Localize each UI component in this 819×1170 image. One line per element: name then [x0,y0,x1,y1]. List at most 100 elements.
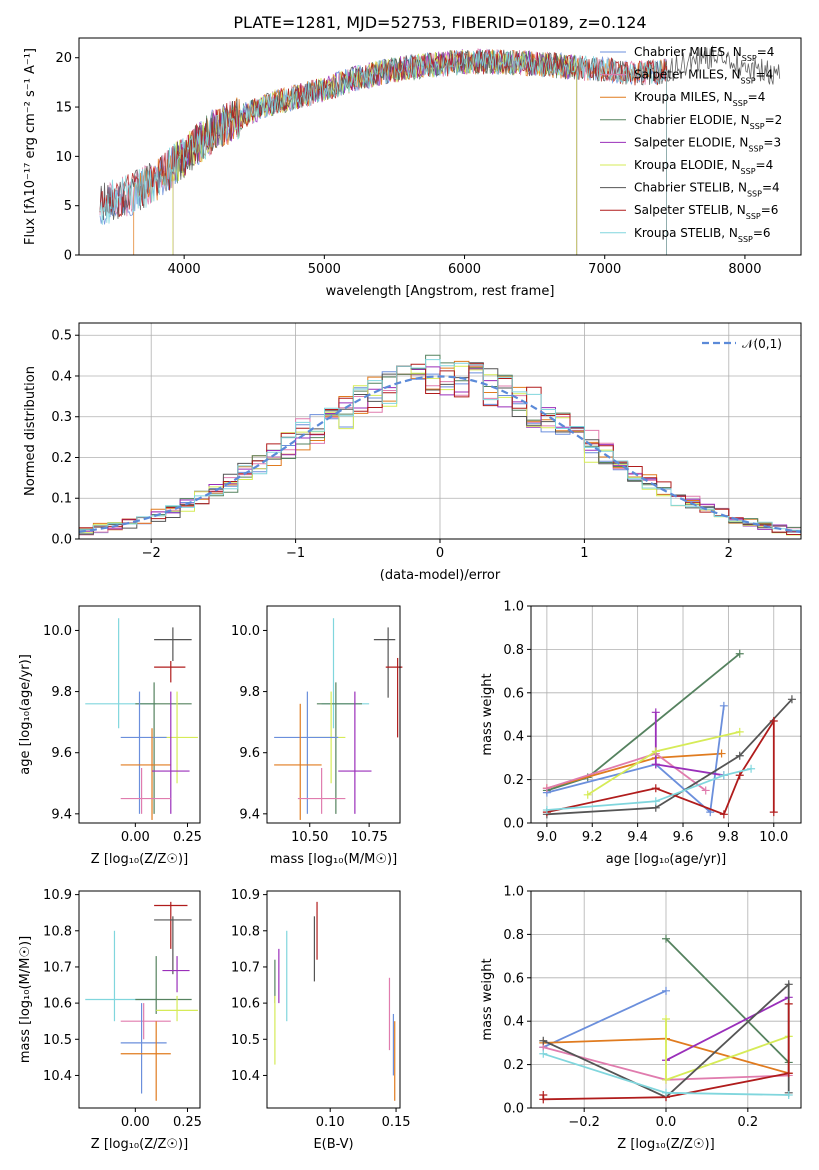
weight-point-marker [735,771,744,780]
weight-point-marker [784,1090,793,1099]
legend-label: Kroupa STELIB, NSSP=6 [634,226,771,244]
x-tick-label: −2 [142,546,161,561]
weight-point-marker [539,1036,548,1045]
x-tick-label: 9.4 [627,830,648,845]
weight-point-marker [662,934,670,943]
age-vs-mass-panel: 10.50 10.75 9.4 9.6 9.8 10.0 mass [log₁₀(M/M☉)… [231,605,403,867]
y-tick-label: 9.6 [51,746,72,761]
y-tick-label: 9.6 [239,746,260,761]
x-tick-label: −0.2 [568,1115,600,1130]
y-tick-label: 0.3 [51,410,72,425]
y-tick-label: 10.6 [231,997,260,1012]
plot-frame [78,37,802,256]
spectrum-title: PLATE=1281, MJD=52753, FIBERID=0189, z=0… [233,13,646,32]
y-tick-label: 0.0 [503,1102,524,1117]
plot-frame [78,605,201,824]
histogram-step [79,363,801,535]
weight-point-marker [662,986,670,995]
plot-frame [78,890,201,1109]
y-tick-label: 10.4 [231,1069,260,1084]
x-tick-label: 0.00 [121,830,150,845]
y-tick-label: 10.0 [231,624,260,639]
legend-label: 𝒩(0,1) [742,337,782,351]
weight-point-marker [583,790,592,799]
x-tick-label: 0.0 [656,1115,677,1130]
x-tick-label: 10.75 [351,830,388,845]
weight-series-line [665,996,790,1062]
weight-point-marker [662,1088,670,1097]
plot-frame [530,605,802,824]
y-tick-label: 0.8 [503,643,524,658]
histogram-step [79,359,801,531]
x-axis-label: wavelength [Angstrom, rest frame] [326,284,555,299]
weight-point-marker [769,808,778,817]
weight-point-marker [769,717,778,726]
x-tick-label: 9.0 [537,830,558,845]
y-tick-label: 0 [64,249,72,264]
weight-point-marker [787,695,796,704]
y-tick-label: 10.8 [43,924,72,939]
y-tick-label: 0.4 [51,369,72,384]
weight-point-marker [735,751,744,760]
y-axis-label: Flux [fλ10⁻¹⁷ erg cm⁻² s⁻¹ A⁻¹] [23,48,38,245]
y-tick-label: 0.2 [51,451,72,466]
y-tick-label: 0.2 [503,1058,524,1073]
y-axis-label: mass weight [480,958,495,1040]
weight-point-marker [719,701,728,710]
weight-series-line [546,698,793,816]
x-tick-label: 4000 [168,262,201,277]
weight-point-marker [735,649,744,658]
legend-label: Kroupa ELODIE, NSSP=4 [634,158,773,176]
weight-series-line [546,653,741,792]
spectrum-panel: 4000 5000 6000 7000 8000 0 5 10 15 20 wavelength [… [23,37,802,299]
x-tick-label: 5000 [308,262,341,277]
gaussian-reference-line [78,375,802,533]
x-tick-label: 9.8 [718,830,739,845]
y-tick-label: 9.4 [51,807,72,822]
weight-point-marker [539,1095,548,1104]
x-tick-label: −1 [286,546,305,561]
legend-label: Chabrier STELIB, NSSP=4 [634,181,780,199]
y-tick-label: 10.4 [43,1069,72,1084]
x-axis-label: Z [log₁₀(Z/Z☉)] [91,852,188,867]
x-axis-label: age [log₁₀(age/yr)] [606,852,727,867]
x-tick-label: 0.25 [173,830,202,845]
y-tick-label: 10.5 [231,1033,260,1048]
weight-vs-metallicity-panel: −0.2 0.0 0.2 0.0 0.2 0.4 0.6 0.8 1.0 Z [log₁₀(Z/Z… [480,885,802,1152]
x-tick-label: 0.10 [316,1115,345,1130]
y-axis-label: age [log₁₀(age/yr)] [18,654,33,775]
y-tick-label: 10.0 [43,624,72,639]
weight-point-marker [651,747,660,756]
y-tick-label: 10.9 [231,888,260,903]
x-axis-label: E(B-V) [313,1137,353,1152]
y-tick-label: 5 [64,199,72,214]
age-vs-metallicity-panel: 0.00 0.25 9.4 9.6 9.8 10.0 Z [log₁₀(Z/Z☉)] age … [18,605,202,867]
y-axis-label: Normed distribution [23,366,38,496]
weight-point-marker [662,1015,670,1024]
spectrum-line [99,49,667,255]
legend-label: Salpeter STELIB, NSSP=6 [634,203,778,221]
residuals-panel: −2 −1 0 1 2 0.0 0.1 0.2 0.3 0.4 0.5 (data-model)/er… [23,322,802,583]
y-tick-label: 10.7 [231,960,260,975]
x-axis-label: Z [log₁₀(Z/Z☉)] [91,1137,188,1152]
spectrum-line [99,50,667,255]
y-tick-label: 0.6 [503,686,524,701]
y-tick-label: 0.4 [503,730,524,745]
x-tick-label: 0.25 [173,1115,202,1130]
weight-point-marker [701,786,710,795]
x-tick-label: 8000 [728,262,761,277]
x-tick-label: 1 [580,546,588,561]
weight-series-line [665,938,790,1064]
y-tick-label: 0.0 [51,533,72,548]
x-tick-label: 9.6 [673,830,694,845]
y-tick-label: 0.1 [51,492,72,507]
weight-point-marker [784,980,793,989]
y-tick-label: 1.0 [503,600,524,615]
y-tick-label: 10.8 [231,924,260,939]
weight-point-marker [784,1069,793,1078]
legend-label: Chabrier ELODIE, NSSP=2 [634,113,782,131]
weight-point-marker [719,771,728,780]
x-tick-label: 0.2 [737,1115,758,1130]
x-tick-label: 6000 [448,262,481,277]
